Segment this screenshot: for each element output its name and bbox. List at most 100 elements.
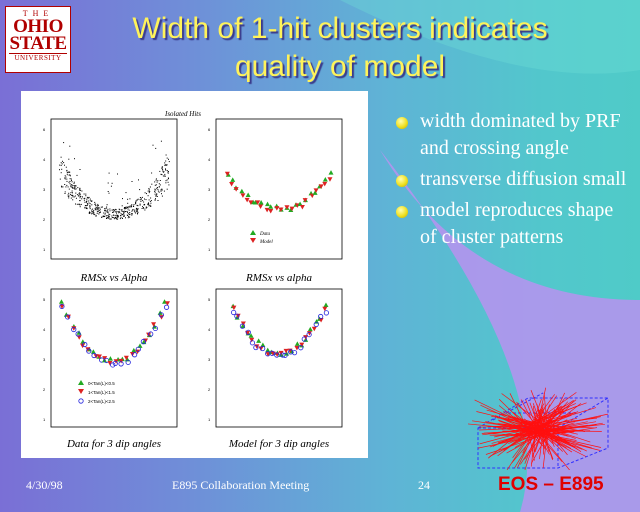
data-marker bbox=[90, 349, 96, 354]
svg-text:2: 2 bbox=[43, 387, 46, 392]
scatter-dot bbox=[117, 173, 118, 175]
scatter-dot bbox=[132, 209, 133, 211]
scatter-dot bbox=[144, 192, 146, 194]
scatter-dot bbox=[84, 207, 86, 209]
scatter-dot bbox=[83, 199, 85, 201]
scatter-dot bbox=[140, 200, 142, 202]
scatter-dot bbox=[81, 198, 83, 200]
scatter-dot bbox=[89, 205, 91, 207]
particle-track bbox=[508, 430, 538, 444]
scatter-dot bbox=[64, 175, 66, 177]
particle-track bbox=[531, 394, 555, 426]
model-marker bbox=[264, 207, 270, 213]
scatter-dot bbox=[168, 171, 169, 173]
scatter-dot bbox=[72, 192, 73, 194]
scatter-dot bbox=[127, 212, 129, 214]
svg-text:4: 4 bbox=[43, 327, 46, 332]
figure-plots: Isolated Hits 6 4 3 2 1 6 4 3 2 1 5 4 3 2 1 5 4 3 2 1 Da… bbox=[43, 110, 343, 450]
scatter-dot bbox=[66, 180, 68, 182]
particle-track bbox=[543, 392, 548, 432]
scatter-dot bbox=[95, 215, 97, 217]
scatter-dot bbox=[64, 191, 66, 193]
scatter-dot bbox=[79, 197, 81, 199]
particle-track bbox=[533, 411, 547, 429]
scatter-dot bbox=[94, 214, 96, 216]
scatter-dot bbox=[166, 170, 168, 171]
scatter-dot bbox=[105, 209, 107, 211]
scatter-dot bbox=[68, 158, 70, 160]
particle-track bbox=[524, 433, 538, 470]
scatter-dot bbox=[107, 217, 109, 218]
scatter-dot bbox=[161, 166, 163, 168]
scatter-dot bbox=[166, 188, 168, 190]
scatter-dot bbox=[106, 206, 108, 208]
scatter-dot bbox=[157, 180, 159, 182]
scatter-dot bbox=[95, 214, 97, 216]
scatter-dot bbox=[163, 175, 165, 177]
dip-marker bbox=[91, 352, 97, 359]
scatter-dot bbox=[124, 207, 126, 209]
scatter-dot bbox=[80, 203, 82, 205]
scatter-dot bbox=[117, 218, 119, 220]
scatter-dot bbox=[139, 199, 141, 201]
scatter-dot bbox=[147, 203, 149, 205]
scatter-dot bbox=[143, 204, 145, 206]
scatter-dot bbox=[61, 163, 63, 165]
scatter-dot bbox=[71, 181, 73, 183]
particle-track bbox=[501, 414, 538, 424]
scatter-dot bbox=[118, 211, 120, 213]
footer-date: 4/30/98 bbox=[26, 478, 63, 492]
scatter-dot bbox=[64, 193, 66, 194]
model-marker bbox=[283, 348, 289, 354]
scatter-dot bbox=[78, 195, 80, 197]
scatter-dot bbox=[80, 196, 82, 198]
figure-header: Isolated Hits bbox=[164, 110, 201, 118]
model-marker bbox=[248, 200, 254, 205]
bullet-text: model reproduces shape of cluster patter… bbox=[420, 199, 614, 248]
particle-track bbox=[547, 407, 566, 433]
scatter-dot bbox=[135, 200, 137, 202]
scatter-dot bbox=[68, 171, 70, 173]
particle-track bbox=[513, 433, 539, 436]
scatter-dot bbox=[95, 207, 97, 209]
model-marker bbox=[151, 322, 157, 327]
dip-marker bbox=[318, 313, 324, 320]
scatter-dot bbox=[139, 204, 141, 206]
scatter-dot bbox=[131, 181, 133, 182]
scatter-dot bbox=[154, 184, 156, 186]
scatter-dot bbox=[88, 196, 90, 198]
scatter-dot bbox=[125, 207, 127, 209]
scatter-dot bbox=[156, 187, 158, 189]
scatter-dot bbox=[96, 205, 98, 207]
scatter-dot bbox=[111, 215, 113, 217]
scatter-dot bbox=[114, 210, 116, 212]
scatter-dot bbox=[127, 202, 129, 204]
scatter-dot bbox=[107, 217, 109, 219]
scatter-dot bbox=[115, 208, 117, 210]
data-marker bbox=[107, 356, 113, 361]
scatter-dot bbox=[120, 216, 122, 218]
scatter-dot bbox=[150, 200, 152, 202]
scatter-dot bbox=[99, 209, 101, 211]
model-marker bbox=[240, 193, 246, 198]
scatter-dot bbox=[129, 198, 131, 200]
scatter-dot bbox=[131, 213, 133, 215]
scatter-dot bbox=[149, 204, 151, 206]
scatter-dot bbox=[127, 207, 129, 208]
scatter-dot bbox=[133, 209, 135, 211]
particle-track bbox=[547, 435, 563, 452]
scatter-dot bbox=[138, 179, 139, 181]
particle-track bbox=[545, 427, 568, 456]
scatter-dot bbox=[73, 196, 75, 198]
model-marker bbox=[322, 181, 328, 187]
scatter-dot bbox=[74, 158, 75, 160]
scatter-dot bbox=[161, 193, 162, 195]
scatter-dot bbox=[112, 209, 114, 211]
scatter-dot bbox=[64, 184, 66, 185]
scatter-dot bbox=[119, 218, 121, 220]
scatter-dot bbox=[168, 161, 170, 163]
dip-marker bbox=[323, 310, 329, 316]
scatter-dot bbox=[92, 211, 94, 213]
bullet-dot-icon bbox=[396, 206, 408, 218]
scatter-dot bbox=[73, 187, 75, 189]
